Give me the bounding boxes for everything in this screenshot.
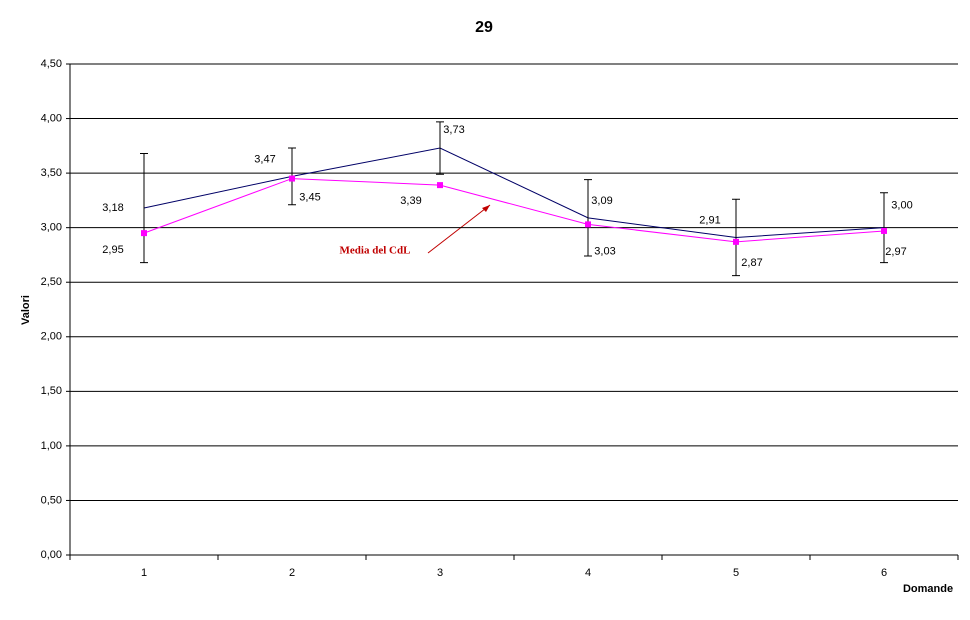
- x-axis-title: Domande: [903, 583, 953, 595]
- data-label: 3,00: [891, 200, 912, 212]
- y-tick-label: 3,50: [41, 167, 62, 179]
- marker: [289, 175, 295, 182]
- y-tick-label: 2,00: [41, 331, 62, 343]
- y-tick-label: 0,50: [41, 494, 62, 506]
- error-bar: [140, 152, 148, 264]
- data-label: 2,91: [699, 214, 720, 226]
- data-label: 3,09: [591, 195, 612, 207]
- series-line: [143, 147, 885, 238]
- data-label: 2,87: [741, 257, 762, 269]
- marker: [437, 182, 443, 189]
- annotation: Media del CdL: [340, 245, 411, 257]
- marker: [881, 227, 887, 234]
- error-bar: [732, 198, 740, 277]
- y-tick-label: 2,50: [41, 276, 62, 288]
- marker: [141, 230, 147, 237]
- y-tick-label: 1,00: [41, 440, 62, 452]
- x-tick-label: 5: [733, 567, 739, 579]
- y-tick-label: 4,50: [41, 58, 62, 70]
- x-tick-label: 2: [289, 567, 295, 579]
- x-tick-label: 1: [141, 567, 147, 579]
- data-label: 3,39: [400, 195, 421, 207]
- data-label: 2,95: [102, 244, 123, 256]
- y-tick-label: 0,00: [41, 549, 62, 561]
- y-tick-label: 1,50: [41, 385, 62, 397]
- data-label: 3,73: [443, 124, 464, 136]
- error-bar: [584, 179, 592, 257]
- series-line: [143, 178, 885, 243]
- data-label: 3,45: [299, 191, 320, 203]
- data-label: 2,97: [885, 246, 906, 258]
- chart-title: 29: [475, 19, 493, 36]
- x-tick-label: 3: [437, 567, 443, 579]
- data-label: 3,18: [102, 202, 123, 214]
- error-bar: [436, 121, 444, 175]
- marker: [733, 238, 739, 245]
- y-tick-label: 4,00: [41, 112, 62, 124]
- data-label: 3,47: [254, 153, 275, 165]
- y-axis-title: Valori: [20, 295, 32, 325]
- x-tick-label: 6: [881, 567, 887, 579]
- annotation-arrowhead: [482, 205, 490, 212]
- y-tick-label: 3,00: [41, 222, 62, 234]
- annotation-arrow: [427, 204, 491, 254]
- marker: [585, 221, 591, 228]
- data-label: 3,03: [594, 245, 615, 257]
- x-tick-label: 4: [585, 567, 591, 579]
- error-bar: [880, 192, 888, 264]
